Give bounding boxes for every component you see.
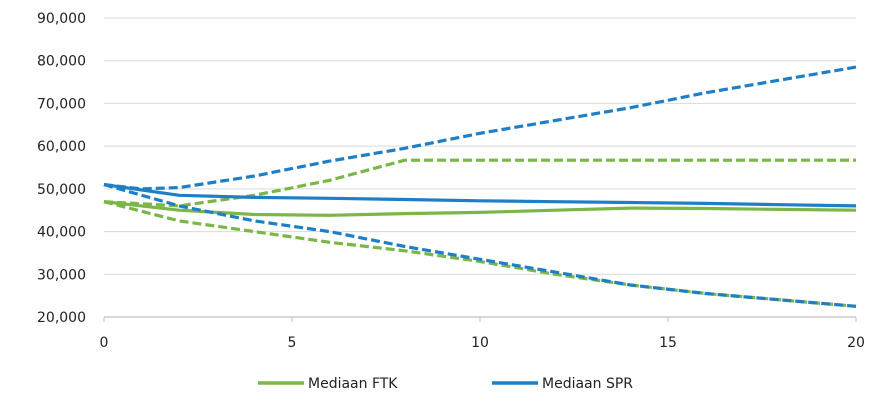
y-tick-label: 80,000 — [37, 54, 86, 70]
y-tick-label: 50,000 — [37, 182, 86, 198]
x-tick-label: 0 — [100, 335, 109, 351]
legend-label: Mediaan FTK — [308, 376, 398, 392]
series-line-ftk-solid-1 — [103, 200, 857, 217]
y-tick-label: 60,000 — [37, 139, 86, 155]
series-layer — [103, 65, 857, 308]
x-tick-label: 15 — [659, 335, 677, 351]
legend-label: Mediaan SPR — [542, 376, 633, 392]
series-line-spr-solid-4 — [103, 183, 857, 208]
series-line-spr-dashed-3 — [103, 65, 857, 191]
x-tick-label: 10 — [471, 335, 489, 351]
series-line-ftk-dashed-2 — [103, 200, 857, 308]
y-tick-label: 40,000 — [37, 225, 86, 241]
y-tick-label: 90,000 — [37, 11, 86, 27]
legend: Mediaan FTK Mediaan SPR — [258, 376, 633, 392]
series-line-spr-dashed-5 — [103, 183, 857, 308]
x-tick-label: 5 — [288, 335, 297, 351]
grid-layer — [104, 17, 856, 318]
y-tick-label: 70,000 — [37, 96, 86, 112]
series-line-ftk-dashed-0 — [103, 158, 856, 208]
axis-layer: 20,000 30,000 40,000 50,000 60,000 70,000 80,0… — [37, 11, 865, 351]
y-tick-label: 30,000 — [37, 267, 86, 283]
x-tick-label: 20 — [847, 335, 865, 351]
y-tick-label: 20,000 — [37, 310, 86, 326]
